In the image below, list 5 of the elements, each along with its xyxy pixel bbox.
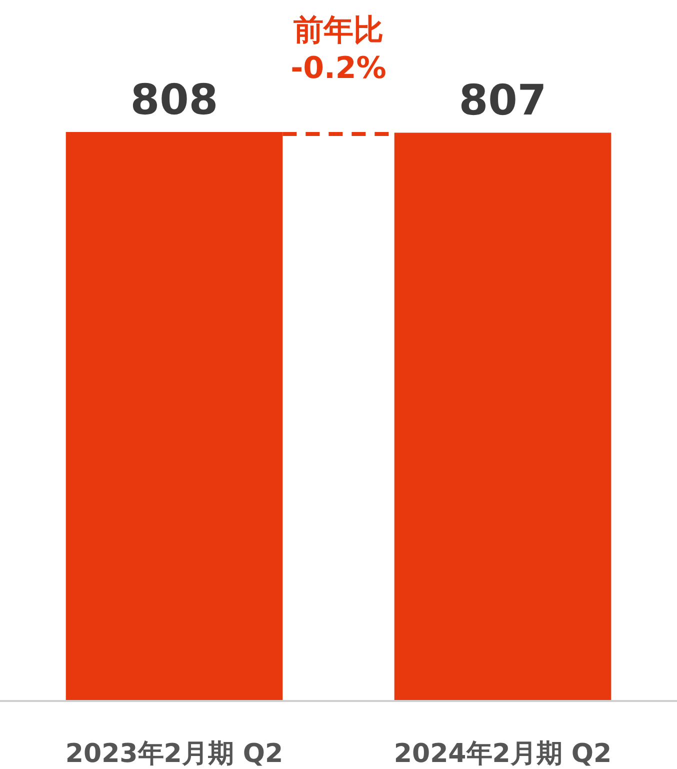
ref-line-label: 前年比 -0.2% <box>290 13 386 86</box>
x-tick-label: 2023年2月期 Q2 <box>65 739 284 769</box>
data-label: 807 <box>458 76 547 125</box>
x-tick-label: 2024年2月期 Q2 <box>394 739 612 769</box>
data-label: 808 <box>130 75 218 124</box>
